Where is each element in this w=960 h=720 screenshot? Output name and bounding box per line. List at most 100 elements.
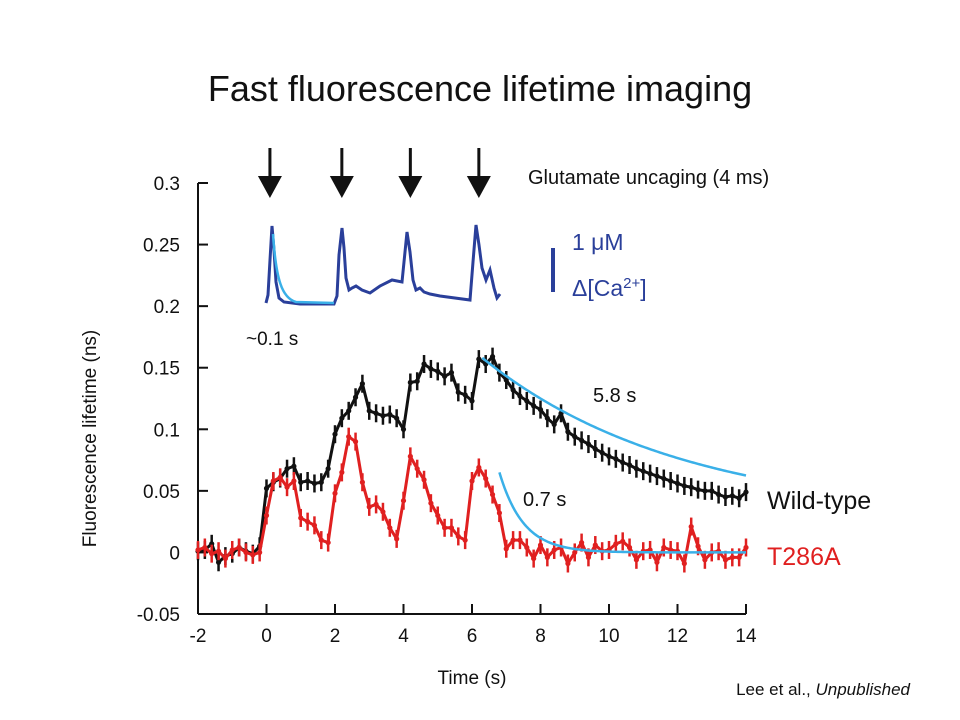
data-point — [462, 392, 468, 398]
data-point — [257, 549, 263, 556]
data-point — [661, 475, 667, 482]
data-point — [435, 512, 441, 519]
data-point — [291, 463, 297, 469]
data-point — [709, 488, 715, 494]
x-tick-label: 8 — [535, 626, 546, 647]
data-point — [633, 557, 640, 563]
data-point — [373, 410, 379, 416]
data-point — [626, 544, 633, 551]
data-point — [551, 547, 557, 553]
data-point — [277, 474, 283, 480]
data-point — [531, 555, 537, 562]
y-axis-label: Fluorescence lifetime (ns) — [80, 330, 101, 548]
data-point — [380, 509, 386, 515]
data-point — [209, 551, 215, 557]
data-point — [613, 541, 619, 547]
data-point — [346, 434, 352, 440]
y-tick-label: 0.3 — [154, 174, 180, 195]
data-point — [359, 381, 365, 387]
data-point — [524, 544, 530, 551]
data-point — [400, 426, 407, 432]
data-point — [599, 450, 605, 456]
data-point — [661, 544, 667, 551]
credit-authors: Lee et al., — [736, 680, 816, 699]
data-point — [421, 361, 427, 367]
data-point — [496, 510, 502, 516]
data-point — [702, 488, 708, 494]
data-point — [736, 495, 742, 501]
data-point — [551, 421, 557, 427]
data-point — [352, 394, 359, 400]
data-point — [681, 560, 687, 567]
chart-title: Fast fluorescence lifetime imaging — [207, 68, 753, 109]
data-point — [202, 544, 208, 551]
data-point — [305, 519, 311, 525]
data-point — [606, 453, 612, 459]
data-point — [620, 459, 626, 466]
data-point — [565, 429, 571, 435]
data-point — [236, 544, 242, 551]
fit-tau-label: 0.7 s — [523, 489, 566, 511]
data-point — [325, 466, 331, 472]
data-point — [346, 408, 352, 414]
data-point — [695, 543, 701, 549]
data-point — [366, 408, 372, 414]
x-tick-label: -2 — [190, 626, 207, 647]
data-point — [572, 549, 578, 556]
data-point — [544, 415, 550, 421]
x-tick-label: 14 — [735, 626, 757, 647]
stimulus-arrow-head — [329, 176, 354, 198]
y-tick-label: -0.05 — [137, 605, 180, 626]
data-point — [407, 453, 413, 459]
data-point — [298, 515, 304, 521]
x-tick-label: 4 — [398, 626, 409, 647]
x-tick-label: 6 — [467, 626, 478, 647]
y-tick-label: 0 — [169, 543, 180, 564]
data-point — [332, 490, 338, 496]
data-point — [448, 370, 455, 376]
data-point — [489, 354, 496, 360]
data-point — [592, 446, 598, 452]
y-tick-label: 0.2 — [154, 297, 180, 318]
data-point — [654, 559, 660, 565]
data-point — [674, 480, 681, 487]
data-point — [222, 555, 228, 562]
data-point — [311, 480, 318, 487]
data-point — [435, 368, 441, 375]
data-point — [428, 366, 434, 372]
data-point — [229, 547, 235, 553]
data-point — [681, 483, 687, 489]
data-point — [729, 554, 735, 560]
data-point — [633, 466, 640, 472]
calcium-scalebar-label: 1 μM — [572, 229, 624, 255]
data-point — [380, 413, 386, 419]
data-point — [517, 393, 523, 399]
data-point — [414, 378, 420, 384]
stimulus-label: Glutamate uncaging (4 ms) — [528, 167, 769, 189]
data-point — [215, 559, 222, 565]
data-point — [688, 484, 694, 490]
data-point — [263, 485, 270, 491]
data-point — [462, 537, 468, 543]
data-point — [572, 434, 578, 440]
data-point — [579, 539, 585, 546]
data-point — [517, 537, 523, 543]
y-tick-label: 0.25 — [143, 236, 180, 257]
data-point — [442, 525, 448, 531]
x-tick-label: 12 — [667, 626, 688, 647]
data-point — [476, 464, 482, 471]
data-point — [722, 494, 729, 500]
data-point — [243, 549, 249, 556]
calcium-fit-line — [271, 233, 335, 305]
data-point — [339, 415, 345, 421]
stimulus-arrow-head — [466, 176, 491, 198]
data-point — [668, 478, 674, 484]
data-point — [503, 546, 509, 552]
data-point — [428, 500, 434, 506]
x-tick-label: 10 — [598, 626, 619, 647]
data-point — [366, 504, 372, 510]
data-point — [455, 389, 461, 395]
data-point — [640, 468, 646, 474]
fit-line — [498, 472, 747, 554]
